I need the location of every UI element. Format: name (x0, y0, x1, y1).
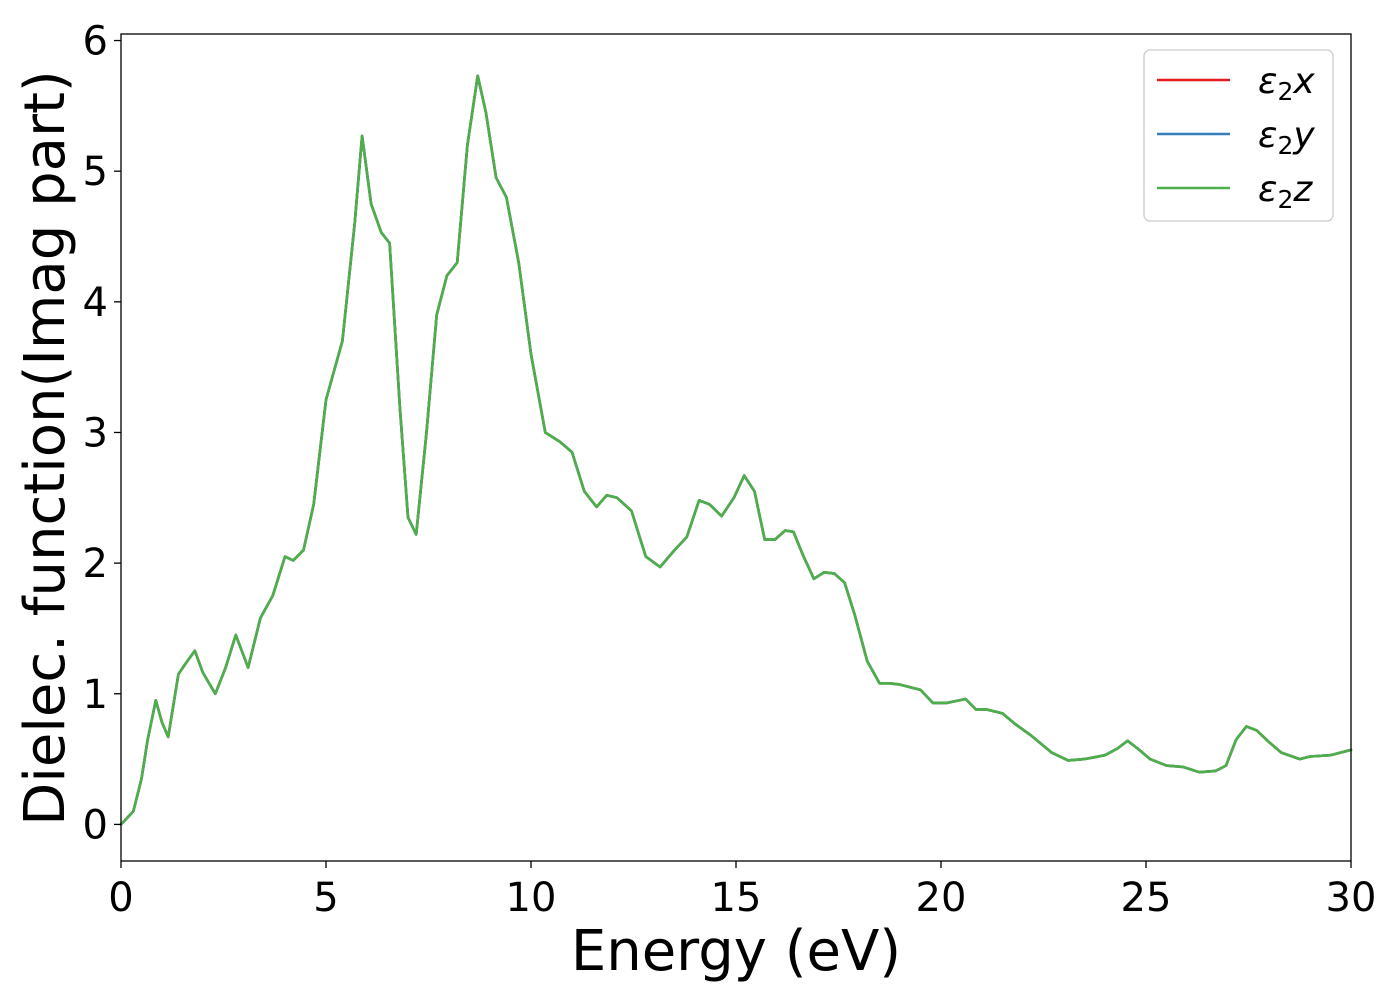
y-tick-label: 6 (83, 19, 108, 65)
x-tick-label: 20 (916, 875, 967, 921)
x-tick-label: 10 (506, 875, 557, 921)
y-tick-label: 3 (83, 410, 108, 456)
legend-label-z: ε2z (1258, 169, 1313, 214)
y-axis-ticks: 0 1 2 3 4 5 6 (83, 19, 121, 848)
y-tick-label: 1 (83, 672, 108, 718)
x-tick-label: 0 (108, 875, 133, 921)
legend: ε2x ε2y ε2z (1143, 49, 1334, 222)
legend-box (1143, 49, 1334, 222)
y-axis-title: Dielec. function(Imag part) (13, 70, 78, 826)
series-line-z (119, 74, 1353, 826)
y-tick-label: 5 (83, 149, 108, 195)
y-tick-label: 2 (83, 541, 108, 587)
x-tick-label: 5 (313, 875, 338, 921)
x-tick-label: 15 (711, 875, 762, 921)
legend-label-y: ε2y (1258, 115, 1315, 160)
legend-label-x: ε2x (1258, 61, 1315, 106)
x-tick-label: 30 (1326, 875, 1377, 921)
y-tick-label: 4 (83, 280, 108, 326)
x-axis-title: Energy (eV) (571, 919, 901, 984)
y-tick-label: 0 (83, 802, 108, 848)
x-axis-ticks: 0 5 10 15 20 25 30 (108, 861, 1376, 921)
plot-series-group (119, 74, 1353, 826)
x-tick-label: 25 (1121, 875, 1172, 921)
